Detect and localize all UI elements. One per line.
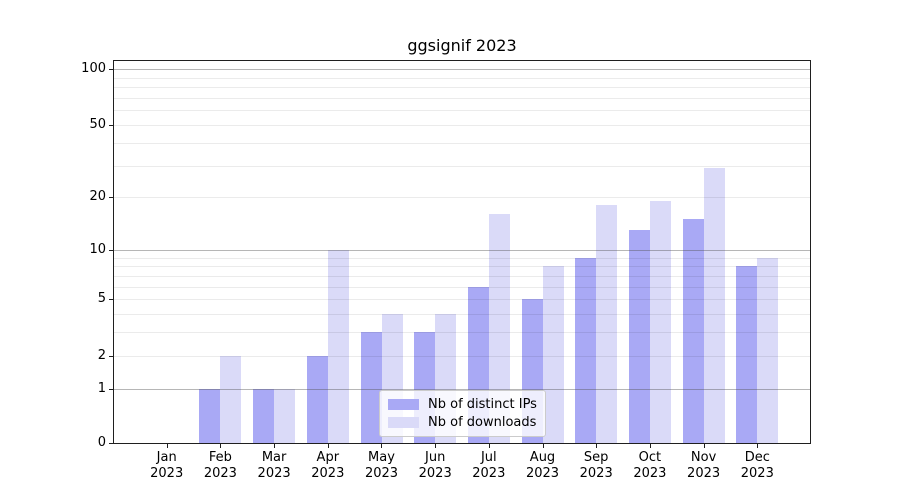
y-tick-2 xyxy=(109,356,113,357)
x-tick-oct-2023 xyxy=(650,444,651,448)
legend-label-downloads: Nb of downloads xyxy=(428,414,537,430)
chart-title: ggsignif 2023 xyxy=(407,36,517,55)
gridline-minor-50 xyxy=(114,125,810,126)
x-tick-nov-2023 xyxy=(704,444,705,448)
y-tick-20 xyxy=(109,197,113,198)
y-tick-100 xyxy=(109,69,113,70)
y-tick-10 xyxy=(109,250,113,251)
bar-nb-of-distinct-ips-mar-2023 xyxy=(253,388,275,444)
gridline-major-100 xyxy=(114,69,810,70)
y-tick-0 xyxy=(109,443,113,444)
gridline-minor-40 xyxy=(114,143,810,144)
x-tick-feb-2023 xyxy=(220,444,221,448)
legend-label-distinct-ips: Nb of distinct IPs xyxy=(428,397,537,413)
bar-nb-of-distinct-ips-dec-2023 xyxy=(736,266,758,444)
bar-nb-of-downloads-feb-2023 xyxy=(220,355,242,444)
x-tick-jun-2023 xyxy=(435,444,436,448)
x-tick-mar-2023 xyxy=(274,444,275,448)
legend-swatch-downloads xyxy=(388,416,419,428)
x-tick-label-oct-2023: Oct 2023 xyxy=(633,450,667,481)
bar-nb-of-distinct-ips-may-2023 xyxy=(360,332,382,444)
x-tick-label-nov-2023: Nov 2023 xyxy=(687,450,721,481)
y-tick-label-2: 2 xyxy=(97,348,106,363)
y-tick-label-10: 10 xyxy=(89,242,106,257)
gridline-minor-90 xyxy=(114,78,810,79)
legend-item-distinct-ips: Nb of distinct IPs xyxy=(388,397,537,412)
bar-nb-of-downloads-mar-2023 xyxy=(274,388,296,444)
x-tick-apr-2023 xyxy=(328,444,329,448)
y-tick-label-100: 100 xyxy=(81,61,106,76)
x-tick-label-jun-2023: Jun 2023 xyxy=(418,450,452,481)
legend: Nb of distinct IPs Nb of downloads xyxy=(379,390,546,437)
bar-nb-of-downloads-sep-2023 xyxy=(596,205,618,444)
x-tick-aug-2023 xyxy=(543,444,544,448)
gridline-minor-70 xyxy=(114,98,810,99)
y-tick-label-50: 50 xyxy=(89,117,106,132)
y-tick-5 xyxy=(109,299,113,300)
x-tick-label-jul-2023: Jul 2023 xyxy=(472,450,506,481)
x-tick-jan-2023 xyxy=(167,444,168,448)
x-tick-jul-2023 xyxy=(489,444,490,448)
x-tick-may-2023 xyxy=(381,444,382,448)
y-tick-label-1: 1 xyxy=(97,381,106,396)
bar-nb-of-downloads-nov-2023 xyxy=(703,168,725,444)
y-tick-1 xyxy=(109,389,113,390)
bar-nb-of-downloads-aug-2023 xyxy=(542,266,564,444)
bar-nb-of-distinct-ips-oct-2023 xyxy=(628,230,650,444)
gridline-minor-30 xyxy=(114,166,810,167)
y-tick-label-0: 0 xyxy=(97,435,106,450)
x-tick-sep-2023 xyxy=(596,444,597,448)
legend-item-downloads: Nb of downloads xyxy=(388,415,537,430)
x-tick-label-mar-2023: Mar 2023 xyxy=(257,450,291,481)
bar-nb-of-distinct-ips-sep-2023 xyxy=(575,257,597,444)
x-tick-label-aug-2023: Aug 2023 xyxy=(525,450,560,481)
x-tick-dec-2023 xyxy=(757,444,758,448)
x-tick-label-sep-2023: Sep 2023 xyxy=(579,450,613,481)
x-tick-label-dec-2023: Dec 2023 xyxy=(740,450,774,481)
bar-nb-of-distinct-ips-feb-2023 xyxy=(199,388,221,444)
y-tick-label-20: 20 xyxy=(89,189,106,204)
gridline-minor-80 xyxy=(114,87,810,88)
y-tick-label-5: 5 xyxy=(97,291,106,306)
bar-nb-of-downloads-dec-2023 xyxy=(757,257,779,444)
legend-swatch-distinct-ips xyxy=(388,399,419,411)
x-tick-label-feb-2023: Feb 2023 xyxy=(203,450,237,481)
bar-nb-of-downloads-oct-2023 xyxy=(649,201,671,444)
x-tick-label-apr-2023: Apr 2023 xyxy=(311,450,345,481)
x-tick-label-jan-2023: Jan 2023 xyxy=(150,450,184,481)
y-tick-50 xyxy=(109,125,113,126)
bar-nb-of-distinct-ips-nov-2023 xyxy=(682,219,704,444)
x-tick-label-may-2023: May 2023 xyxy=(364,450,399,481)
gridline-minor-60 xyxy=(114,110,810,111)
bar-nb-of-downloads-jul-2023 xyxy=(488,214,510,444)
bar-nb-of-distinct-ips-apr-2023 xyxy=(306,355,328,444)
bar-nb-of-downloads-apr-2023 xyxy=(327,249,349,444)
